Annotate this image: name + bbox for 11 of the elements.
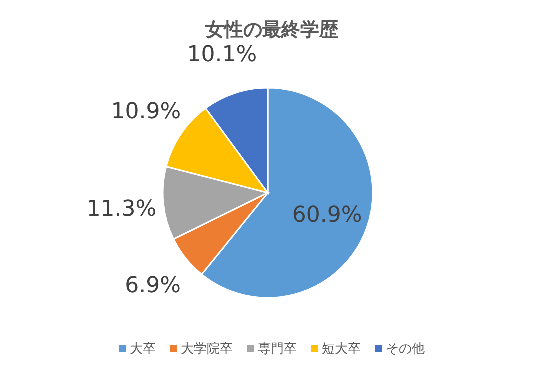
legend-label: 専門卒 [258,342,297,357]
data-label: 10.9% [111,100,182,125]
legend-label: 大学院卒 [181,342,233,357]
legend-label: 短大卒 [322,342,361,357]
chart-title: 女性の最終学歴 [204,19,338,41]
data-label: 6.9% [125,274,182,299]
data-label: 11.3% [86,196,157,222]
legend-label: その他 [386,342,425,357]
legend-label: 大卒 [130,342,156,357]
data-label: 60.9% [292,203,362,228]
data-label: 10.1% [187,42,258,68]
